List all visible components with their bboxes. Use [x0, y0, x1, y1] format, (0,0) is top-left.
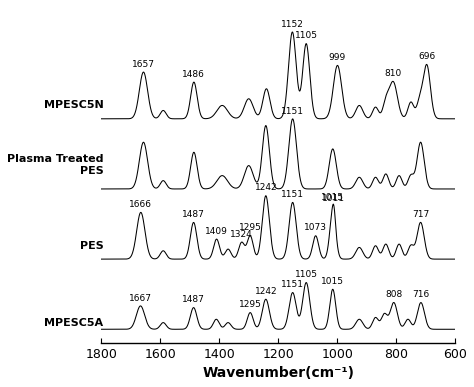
Text: 1324: 1324 — [230, 230, 253, 239]
Text: 1295: 1295 — [239, 223, 262, 232]
Text: MPESC5A: MPESC5A — [44, 318, 103, 328]
Text: 1486: 1486 — [182, 70, 205, 79]
Text: 1015: 1015 — [321, 277, 344, 286]
Text: 1151: 1151 — [281, 190, 304, 199]
Text: 810: 810 — [384, 69, 402, 78]
Text: 1657: 1657 — [132, 60, 155, 69]
Text: Plasma Treated
PES: Plasma Treated PES — [7, 154, 103, 176]
Text: 1487: 1487 — [182, 295, 205, 304]
Text: 1242: 1242 — [255, 183, 277, 192]
Text: 1667: 1667 — [129, 294, 152, 303]
Text: 1151: 1151 — [281, 280, 304, 289]
Text: 717: 717 — [412, 210, 429, 219]
Text: MPESC5N: MPESC5N — [44, 101, 103, 110]
Text: 1295: 1295 — [239, 300, 262, 309]
Text: PES: PES — [80, 241, 103, 251]
Text: 696: 696 — [418, 52, 436, 61]
Text: 1242: 1242 — [255, 287, 277, 296]
Text: 1487: 1487 — [182, 210, 205, 219]
Text: 1105: 1105 — [295, 270, 318, 279]
Text: 1152: 1152 — [281, 20, 304, 29]
Text: 716: 716 — [412, 290, 429, 299]
Text: 999: 999 — [329, 53, 346, 62]
Text: 1011: 1011 — [322, 194, 346, 202]
Text: 1666: 1666 — [129, 200, 152, 209]
X-axis label: Wavenumber(cm⁻¹): Wavenumber(cm⁻¹) — [202, 366, 354, 380]
Text: 808: 808 — [385, 290, 402, 299]
Text: 1151: 1151 — [281, 106, 304, 116]
Text: 1409: 1409 — [205, 227, 228, 236]
Text: 1073: 1073 — [304, 223, 327, 233]
Text: 1015: 1015 — [321, 193, 344, 202]
Text: 1105: 1105 — [295, 31, 318, 40]
